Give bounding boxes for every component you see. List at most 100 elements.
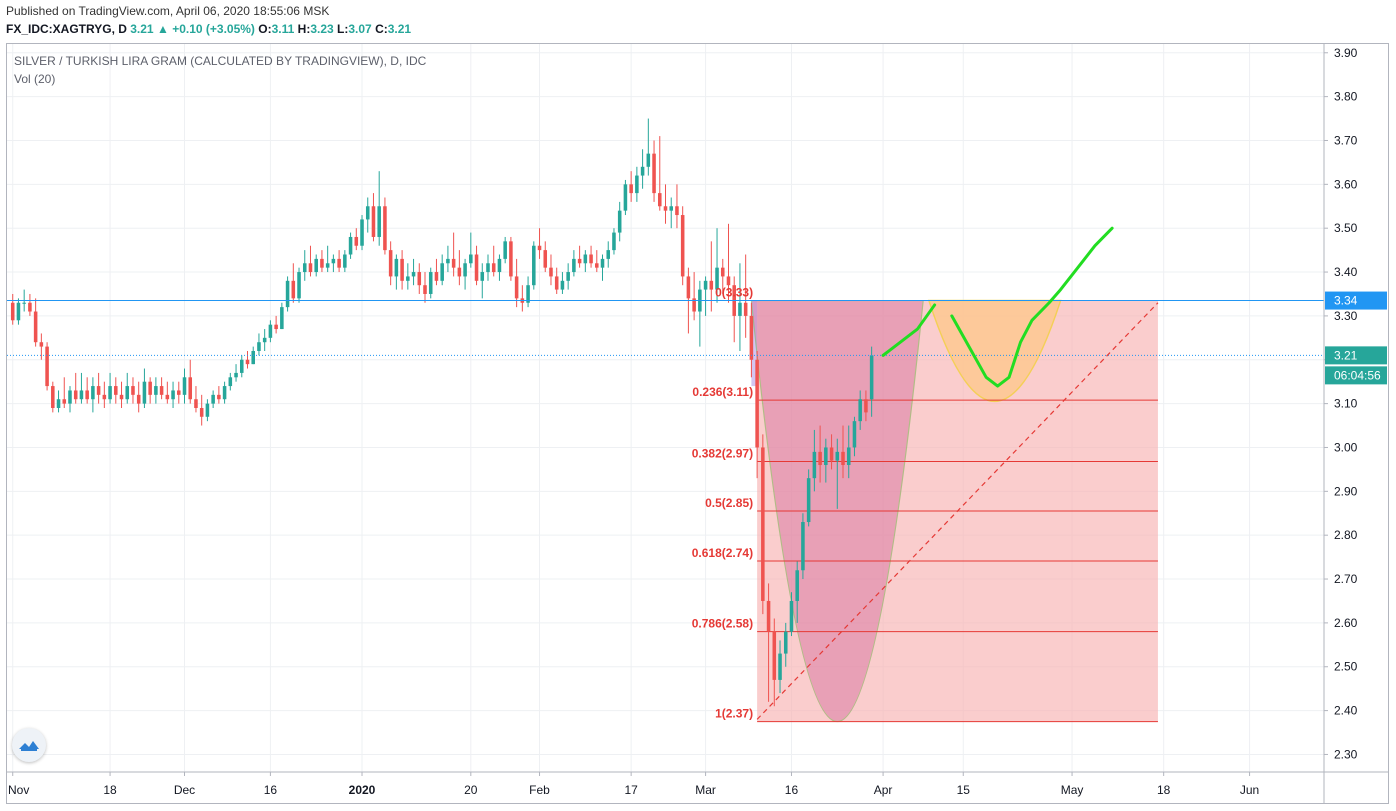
candle	[583, 254, 588, 264]
ohlc-line: FX_IDC:XAGTRYG, D 3.21 ▲ +0.10 (+3.05%) …	[6, 22, 411, 36]
candle	[205, 403, 210, 417]
candles	[10, 118, 874, 707]
candle	[411, 272, 416, 277]
bar-countdown-tag: 06:04:56	[1334, 368, 1381, 382]
candle	[761, 447, 765, 601]
x-tick-label: 18	[103, 783, 117, 797]
candle	[709, 280, 714, 290]
candle	[119, 394, 124, 400]
x-tick-label: Nov	[8, 783, 29, 797]
candle	[68, 390, 72, 404]
candle	[497, 258, 502, 273]
y-tick-label: 2.80	[1334, 528, 1358, 542]
candle	[165, 394, 170, 400]
candle	[199, 408, 204, 417]
candle	[801, 522, 805, 571]
x-tick-label: 15	[957, 783, 971, 797]
candle	[509, 241, 513, 277]
candle	[400, 258, 404, 281]
y-tick-label: 3.40	[1334, 265, 1358, 279]
candle	[738, 302, 742, 316]
x-tick-label: Mar	[695, 783, 716, 797]
candle	[749, 315, 754, 360]
candle	[640, 166, 645, 176]
close-value: 3.21	[387, 22, 412, 36]
candle	[554, 276, 559, 290]
candle	[16, 302, 21, 321]
candle	[474, 254, 479, 281]
candle	[159, 386, 164, 395]
candle	[297, 272, 301, 299]
candle	[451, 258, 456, 268]
up-arrow-icon: ▲	[156, 22, 169, 36]
y-tick-label: 3.00	[1334, 440, 1358, 454]
candle	[280, 307, 284, 330]
candle	[211, 394, 215, 404]
tradingview-logo[interactable]	[12, 728, 46, 762]
chart-frame[interactable]	[6, 43, 1389, 804]
candle	[566, 272, 570, 281]
candle	[102, 394, 107, 400]
candle	[646, 153, 651, 167]
fib-level-label: 0(3.33)	[715, 286, 753, 300]
bar-countdown-tag-bg	[1325, 366, 1387, 385]
fib-level-label: 0.5(2.85)	[705, 496, 753, 510]
candle	[217, 394, 221, 400]
candle	[841, 451, 845, 466]
candle	[62, 399, 67, 404]
candle	[457, 267, 462, 277]
candle	[440, 263, 444, 281]
y-tick-label: 2.50	[1334, 660, 1358, 674]
candle	[423, 285, 427, 294]
candle	[652, 153, 656, 194]
candle	[589, 254, 593, 264]
resistance-price-tag: 3.34	[1334, 294, 1358, 308]
candle	[343, 254, 347, 268]
candle	[406, 276, 410, 281]
x-tick-label: 17	[624, 783, 638, 797]
candle	[480, 272, 485, 281]
candle	[56, 399, 61, 408]
candle	[51, 386, 55, 408]
candle	[720, 267, 725, 277]
high-value: 3.23	[310, 22, 334, 36]
candle	[835, 451, 840, 461]
candle	[537, 245, 542, 251]
candle	[73, 390, 78, 400]
drawings: 0(3.33) 0.236(3.11) 0.382(2.97) 0.5(2.85) 0.…	[7, 226, 1324, 721]
candle	[703, 280, 708, 290]
last-price-tag-bg	[1325, 346, 1387, 365]
candle	[28, 302, 32, 312]
candle	[858, 399, 862, 422]
candle	[755, 359, 759, 448]
fib-level-label: 1(2.37)	[715, 707, 753, 721]
candle	[360, 219, 364, 246]
candle	[125, 386, 130, 400]
y-tick-label: 2.40	[1334, 704, 1358, 718]
x-tick-label: 16	[264, 783, 278, 797]
candle	[314, 258, 318, 273]
fib-zone	[750, 299, 1158, 723]
candle	[85, 390, 89, 400]
last-price: 3.21	[130, 22, 154, 36]
candle	[171, 390, 175, 400]
candle	[812, 451, 817, 479]
candle	[595, 263, 599, 268]
x-tick-label: 20	[464, 783, 478, 797]
candle	[320, 258, 324, 268]
candle	[669, 206, 674, 211]
candle	[96, 386, 101, 395]
candle	[560, 280, 565, 290]
candle	[114, 386, 118, 395]
low-label: L:	[337, 22, 349, 36]
candle	[846, 447, 851, 466]
fib-level-label: 0.618(2.74)	[692, 546, 753, 560]
x-tick-label: Feb	[529, 783, 550, 797]
published-line: Published on TradingView.com, April 06, …	[6, 4, 330, 18]
open-label: O:	[258, 22, 272, 36]
y-tick-label: 3.80	[1334, 90, 1358, 104]
x-tick-label: Dec	[174, 783, 195, 797]
candle	[148, 381, 152, 395]
candle	[177, 390, 181, 395]
